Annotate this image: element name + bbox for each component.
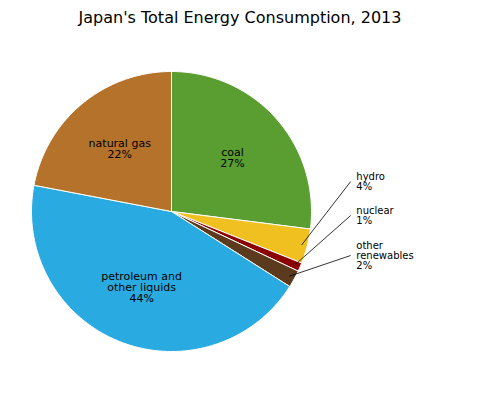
svg-text:petroleum andother liquids44%: petroleum andother liquids44%	[101, 270, 182, 305]
svg-text:otherrenewables2%: otherrenewables2%	[356, 240, 413, 271]
svg-text:coal27%: coal27%	[220, 146, 244, 170]
html-text:Japan's Total Energy Consumpti: Japan's Total Energy Consumption, 2013	[78, 8, 402, 27]
svg-text:nuclear1%: nuclear1%	[356, 205, 394, 226]
svg-text:hydro4%: hydro4%	[356, 171, 385, 192]
svg-text:natural gas22%: natural gas22%	[89, 137, 152, 161]
